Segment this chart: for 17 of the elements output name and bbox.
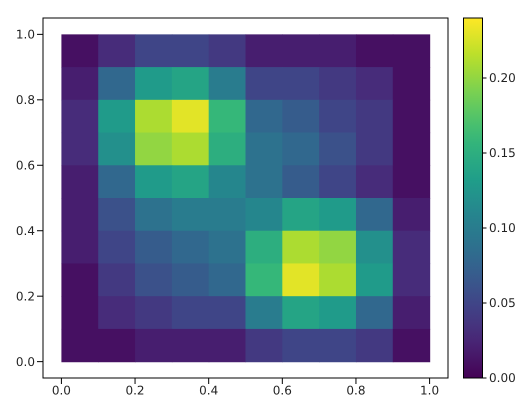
y-tick-label: 0.4 [16,224,35,238]
y-tick-label: 1.0 [16,28,35,42]
x-tick-label: 1.0 [420,384,440,398]
color-bar-label: 0.20 [489,71,516,85]
y-tick-label: 0.2 [16,289,35,304]
color-bar-label: 0.15 [489,146,516,160]
color-bar-label: 0.00 [489,371,516,385]
y-tick-label: 0.8 [16,93,35,108]
x-tick-label: 0.2 [126,384,145,398]
color-bar-label: 0.10 [489,221,516,235]
x-tick-label: 0.4 [199,384,218,398]
color-bar-label: 0.05 [489,296,516,310]
x-tick-label: 0.6 [272,384,292,398]
x-tick-label: 0.8 [346,384,366,398]
y-tick-label: 0.0 [16,354,35,369]
y-tick-label: 0.6 [16,158,35,173]
x-tick-label: 0.0 [52,384,71,398]
